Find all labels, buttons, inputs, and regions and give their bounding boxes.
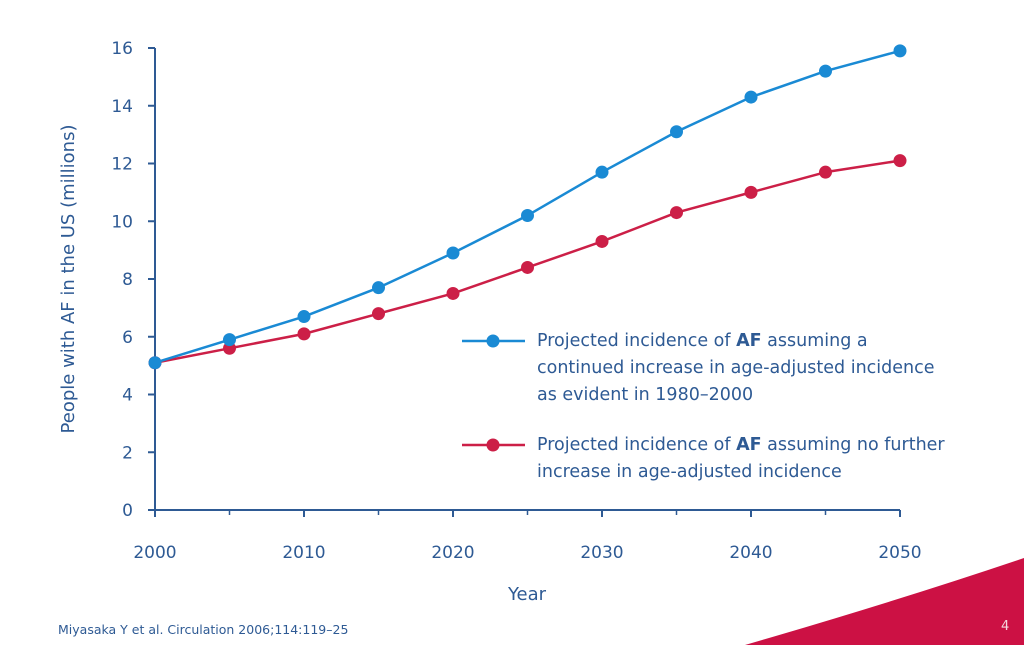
- corner-accent-swoosh: [745, 558, 1024, 645]
- legend-text: Projected incidence of: [537, 435, 737, 455]
- data-point-series-1: [521, 260, 534, 274]
- legend-marker-0: [486, 334, 500, 348]
- data-point-series-1: [297, 327, 311, 341]
- data-point-series-1: [372, 307, 385, 321]
- legend-entry-no-further-increase: Projected incidence of AF assuming no fu…: [537, 432, 945, 486]
- y-tick-label: 14: [111, 97, 133, 117]
- source-citation: Miyasaka Y et al. Circulation 2006;114:1…: [58, 622, 349, 637]
- y-tick-label: 10: [111, 212, 133, 232]
- legend-text-line: Projected incidence of AF assuming a: [537, 328, 935, 355]
- legend-text: assuming no further: [761, 435, 945, 455]
- y-tick-label: 8: [122, 270, 133, 290]
- data-point-series-0: [521, 208, 534, 222]
- data-point-series-0: [148, 356, 162, 370]
- data-point-series-0: [744, 90, 758, 104]
- page-number: 4: [1001, 619, 1010, 634]
- x-tick-label: 2050: [878, 543, 921, 563]
- legend-marks: [462, 334, 525, 452]
- data-point-series-0: [297, 310, 311, 324]
- x-tick-label: 2020: [431, 543, 474, 563]
- data-point-series-0: [819, 64, 832, 78]
- legend-text-line: as evident in 1980–2000: [537, 382, 935, 409]
- legend-text-line: continued increase in age-adjusted incid…: [537, 355, 935, 382]
- data-point-series-1: [595, 234, 609, 248]
- data-point-series-1: [670, 206, 683, 220]
- data-point-series-1: [893, 154, 907, 168]
- y-tick-label: 6: [122, 328, 133, 348]
- legend-text-line: increase in age-adjusted incidence: [537, 459, 945, 486]
- data-point-series-0: [670, 125, 683, 139]
- axes: 0 2 4 6 8 10 12 14 16 2000 2010 2020 2030 2040 2050: [111, 39, 921, 563]
- data-point-series-0: [372, 281, 385, 295]
- data-point-series-1: [819, 165, 832, 179]
- legend-text: Projected incidence of: [537, 331, 737, 351]
- legend-marker-1: [486, 438, 500, 452]
- x-tick-label: 2010: [282, 543, 325, 563]
- series-layer: [148, 44, 907, 370]
- y-tick-label: 4: [122, 386, 133, 406]
- legend-entry-continued-increase: Projected incidence of AF assuming a cont…: [537, 328, 935, 409]
- data-point-series-0: [223, 333, 236, 347]
- x-tick-label: 2040: [729, 543, 772, 563]
- y-axis-title: People with AF in the US (millions): [58, 125, 79, 434]
- series-line-0: [154, 49, 901, 364]
- data-point-series-1: [446, 286, 460, 300]
- x-tick-label: 2000: [133, 543, 176, 563]
- legend-text: as evident in 1980–2000: [537, 385, 754, 405]
- legend-text-bold: AF: [736, 435, 762, 455]
- legend-text-line: Projected incidence of AF assuming no fu…: [537, 432, 945, 459]
- legend-text: continued increase in age-adjusted incid…: [537, 358, 935, 378]
- data-point-series-1: [744, 185, 758, 199]
- y-tick-label: 2: [122, 443, 133, 463]
- y-tick-label: 12: [111, 155, 133, 175]
- y-tick-label: 0: [122, 501, 133, 521]
- data-point-series-0: [446, 246, 460, 260]
- legend-text: assuming a: [761, 331, 868, 351]
- y-tick-label: 16: [111, 39, 133, 59]
- x-axis-title: Year: [507, 584, 547, 605]
- data-point-series-0: [893, 44, 907, 58]
- legend-text: increase in age-adjusted incidence: [537, 462, 842, 482]
- data-point-series-0: [595, 165, 609, 179]
- legend-text-bold: AF: [736, 331, 762, 351]
- x-tick-label: 2030: [580, 543, 623, 563]
